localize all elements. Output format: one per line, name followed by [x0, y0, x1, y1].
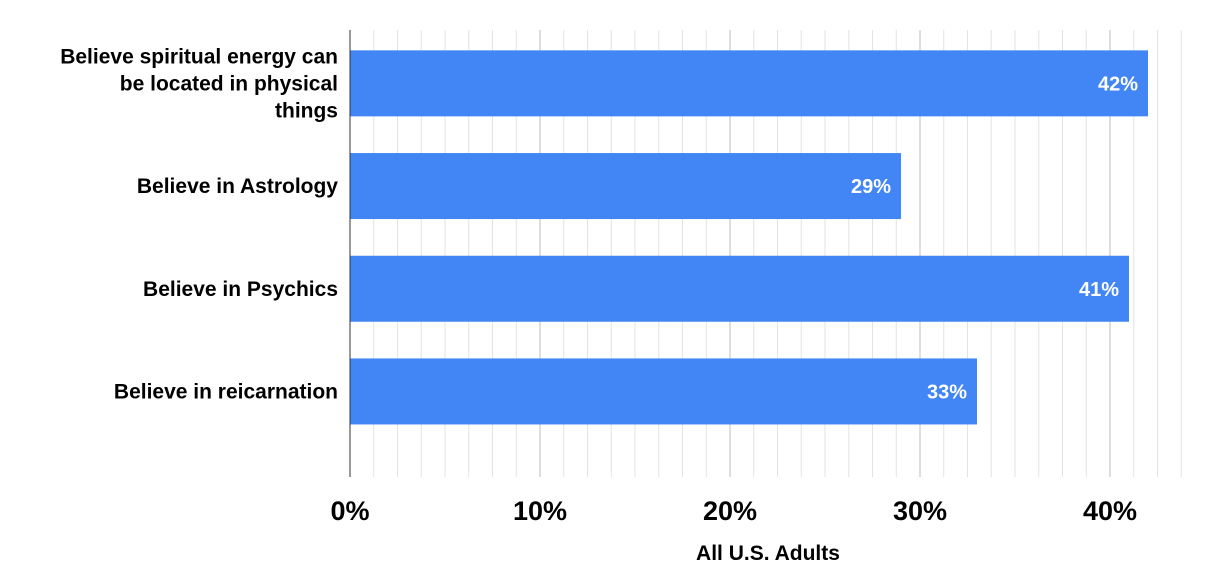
category-label-line: things	[275, 99, 338, 122]
x-tick-label: 30%	[893, 496, 947, 526]
x-tick-labels: 0% 10% 20% 30% 40%	[330, 496, 1137, 526]
x-axis-title: All U.S. Adults	[696, 542, 840, 565]
bar-data-label-1: 29%	[851, 176, 891, 198]
x-tick-label: 10%	[513, 496, 567, 526]
category-label-line: Believe in reicarnation	[114, 380, 338, 403]
bars: 42% 29% 41% 33%	[350, 50, 1148, 425]
bar-data-label-2: 41%	[1079, 279, 1119, 301]
bar-data-label-3: 33%	[927, 381, 967, 403]
bar-2	[350, 255, 1129, 322]
bar-1	[350, 153, 901, 220]
category-label-0: Believe spiritual energy can be located i…	[60, 45, 338, 122]
bar-3	[350, 358, 977, 425]
x-tick-label: 20%	[703, 496, 757, 526]
x-tick-label: 40%	[1083, 496, 1137, 526]
category-label-line: be located in physical	[120, 72, 338, 95]
category-labels: Believe spiritual energy can be located i…	[60, 45, 338, 403]
bar-0	[350, 50, 1148, 117]
category-label-3: Believe in reicarnation	[114, 380, 338, 403]
category-label-2: Believe in Psychics	[143, 278, 338, 301]
category-label-line: Believe spiritual energy can	[60, 45, 338, 68]
category-label-1: Believe in Astrology	[137, 175, 338, 198]
category-label-line: Believe in Psychics	[143, 278, 338, 301]
category-label-line: Believe in Astrology	[137, 175, 338, 198]
x-tick-label: 0%	[330, 496, 369, 526]
bar-data-label-0: 42%	[1098, 73, 1138, 95]
